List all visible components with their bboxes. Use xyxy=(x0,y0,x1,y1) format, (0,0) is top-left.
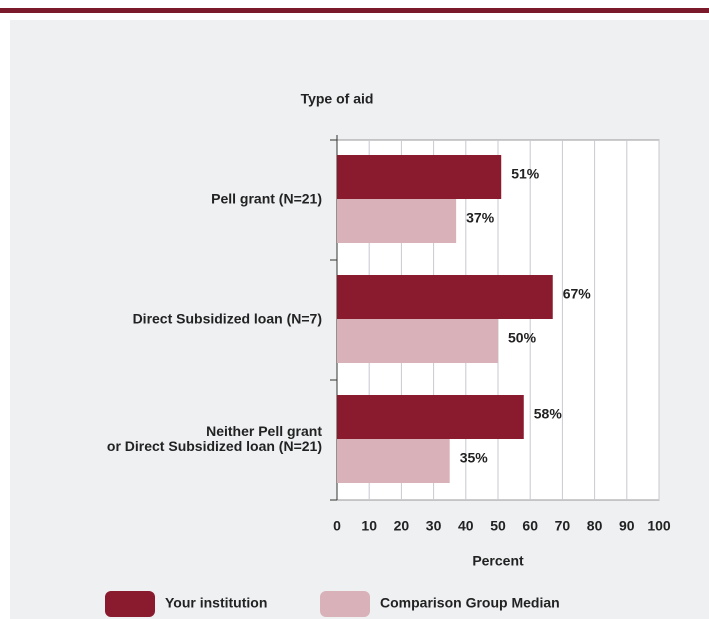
legend-swatch xyxy=(105,591,155,617)
value-label: 58% xyxy=(534,406,563,422)
y-axis-title: Type of aid xyxy=(301,91,374,107)
value-label: 51% xyxy=(511,166,540,182)
legend-label: Comparison Group Median xyxy=(380,595,560,611)
x-tick-label: 20 xyxy=(394,518,410,534)
value-label: 37% xyxy=(466,210,495,226)
bar xyxy=(337,199,457,243)
x-tick-label: 0 xyxy=(333,518,341,534)
value-label: 50% xyxy=(508,330,537,346)
x-tick-label: 70 xyxy=(555,518,571,534)
legend-swatch xyxy=(320,591,370,617)
bar xyxy=(337,439,450,483)
top-rule xyxy=(0,8,709,13)
category-label: Pell grant (N=21) xyxy=(211,190,322,207)
bar xyxy=(337,319,498,363)
x-axis-title: Percent xyxy=(472,553,524,569)
x-tick-label: 40 xyxy=(458,518,474,534)
x-tick-label: 80 xyxy=(587,518,603,534)
x-tick-label: 30 xyxy=(426,518,442,534)
bar xyxy=(337,395,524,439)
value-label: 67% xyxy=(563,286,592,302)
category-label: Neither Pell grant or Direct Subsidized … xyxy=(106,423,322,454)
x-tick-label: 60 xyxy=(522,518,538,534)
value-label: 35% xyxy=(460,450,489,466)
x-tick-label: 10 xyxy=(361,518,377,534)
category-label: Direct Subsidized loan (N=7) xyxy=(132,310,322,327)
x-tick-label: 90 xyxy=(619,518,635,534)
x-tick-label: 50 xyxy=(490,518,506,534)
bar xyxy=(337,275,553,319)
legend-label: Your institution xyxy=(165,595,267,611)
bar xyxy=(337,155,502,199)
x-tick-label: 100 xyxy=(647,518,671,534)
